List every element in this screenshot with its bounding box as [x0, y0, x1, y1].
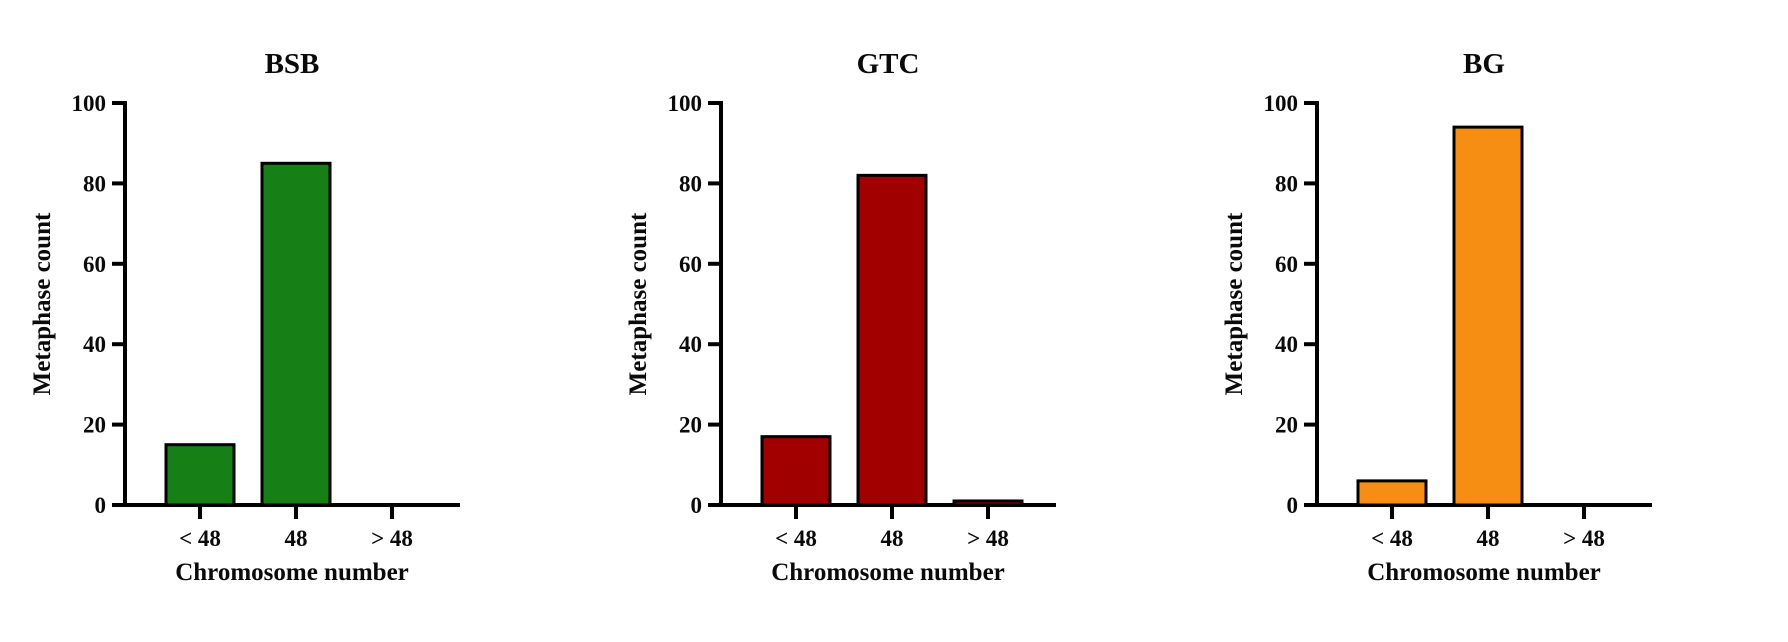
x-axis-label: Chromosome number — [771, 559, 1005, 586]
y-axis-label: Metaphase count — [1221, 212, 1248, 395]
bar-chart-gtc: GTC Metaphase count 0 20 40 60 80 100 < 48 48 > 48… — [625, 48, 1056, 586]
chart-title: BG — [1463, 48, 1505, 80]
y-tick-label: 80 — [1275, 171, 1298, 196]
bar — [856, 173, 928, 507]
bar — [1356, 479, 1428, 507]
x-tick-label: 48 — [1477, 526, 1500, 551]
x-tick-label: 48 — [881, 526, 904, 551]
y-tick-label: 100 — [1264, 91, 1299, 116]
chart-panel-bsb: BSB Metaphase count 0 20 40 60 80 100 < 48 48 > 48… — [0, 0, 596, 642]
bar — [260, 161, 332, 507]
bar — [164, 443, 236, 507]
y-tick-label: 0 — [1287, 493, 1299, 518]
y-tick-label: 80 — [679, 171, 702, 196]
x-tick-label: > 48 — [967, 526, 1009, 551]
y-tick-label: 0 — [95, 493, 107, 518]
y-tick-label: 40 — [83, 332, 106, 357]
y-tick-label: 60 — [83, 252, 106, 277]
y-tick-label: 60 — [679, 252, 702, 277]
x-tick-label: < 48 — [179, 526, 221, 551]
chart-title: BSB — [265, 48, 320, 80]
chart-title: GTC — [857, 48, 920, 80]
x-tick-label: > 48 — [371, 526, 413, 551]
y-tick-label: 100 — [668, 91, 703, 116]
y-axis-label: Metaphase count — [625, 212, 652, 395]
x-tick-label: 48 — [285, 526, 308, 551]
bar-chart-bg: BG Metaphase count 0 20 40 60 80 100 < 48 48 > 48 C… — [1221, 48, 1652, 586]
x-tick-label: < 48 — [775, 526, 817, 551]
bar — [760, 435, 832, 507]
y-tick-label: 20 — [1275, 413, 1298, 438]
y-tick-label: 20 — [679, 413, 702, 438]
y-tick-label: 80 — [83, 171, 106, 196]
x-axis-label: Chromosome number — [175, 559, 409, 586]
y-tick-label: 0 — [691, 493, 703, 518]
x-axis-label: Chromosome number — [1367, 559, 1601, 586]
bar — [952, 499, 1024, 507]
y-tick-label: 100 — [72, 91, 107, 116]
chart-panel-bg: BG Metaphase count 0 20 40 60 80 100 < 48 48 > 48 C… — [1192, 0, 1788, 642]
y-tick-label: 60 — [1275, 252, 1298, 277]
chart-panel-gtc: GTC Metaphase count 0 20 40 60 80 100 < 48 48 > 48… — [596, 0, 1192, 642]
bar-chart-bsb: BSB Metaphase count 0 20 40 60 80 100 < 48 48 > 48… — [29, 48, 460, 586]
y-axis-label: Metaphase count — [29, 212, 56, 395]
bar — [1452, 125, 1524, 507]
y-tick-label: 40 — [1275, 332, 1298, 357]
y-tick-label: 40 — [679, 332, 702, 357]
y-tick-label: 20 — [83, 413, 106, 438]
x-tick-label: > 48 — [1563, 526, 1605, 551]
x-tick-label: < 48 — [1371, 526, 1413, 551]
